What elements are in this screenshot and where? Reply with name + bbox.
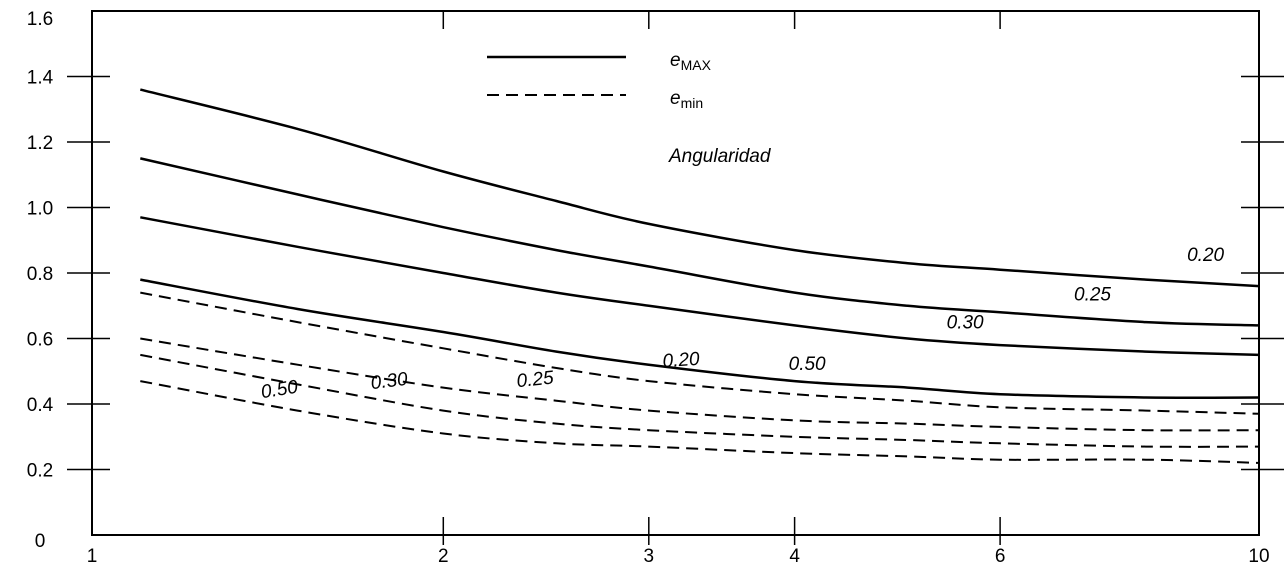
- y-tick-label: 0.6: [27, 330, 53, 351]
- emax-label-030: 0.30: [947, 313, 984, 334]
- y-tick-label: 0: [35, 531, 46, 552]
- emin-label-050: 0.50: [260, 377, 300, 404]
- emax-label-025: 0.25: [1074, 285, 1111, 306]
- x-tick-label: 1: [87, 546, 98, 567]
- legend-emin-label: emin: [670, 88, 703, 111]
- emax-curve-025: [140, 157, 1260, 327]
- emin-label-020: 0.20: [662, 349, 701, 373]
- y-tick-label: 1.0: [27, 199, 53, 220]
- y-tick-label: 0.4: [27, 395, 54, 416]
- emax-curve-030: [140, 216, 1260, 357]
- curve-labels: 0.20 0.25 0.30 0.50 0.20 0.25 0.30 0.50: [260, 245, 1225, 403]
- emin-curve-030: [140, 353, 1260, 448]
- x-tick-label: 10: [1248, 546, 1269, 567]
- y-tick-label: 0.2: [27, 461, 53, 482]
- emin-label-025: 0.25: [516, 367, 555, 392]
- y-tick-label: 1.6: [27, 9, 53, 30]
- x-tick-label: 6: [995, 546, 1006, 567]
- emax-label-050: 0.50: [789, 354, 826, 375]
- emin-curve-020: [140, 291, 1260, 415]
- y-tick-label: 0.8: [27, 264, 53, 285]
- emax-curve-050: [140, 278, 1260, 399]
- x-tick-label: 2: [438, 546, 449, 567]
- emax-label-020: 0.20: [1187, 245, 1224, 266]
- legend: eMAX emin: [487, 50, 712, 111]
- legend-emax-label: eMAX: [670, 50, 712, 73]
- emin-label-030: 0.30: [370, 369, 410, 394]
- angularidad-annotation: Angularidad: [668, 146, 772, 167]
- y-tick-label: 1.4: [27, 68, 54, 89]
- y-axis-ticks: 0 0.2 0.4 0.6 0.8 1.0 1.2 1.4 1.6: [27, 9, 1284, 552]
- x-tick-label: 3: [644, 546, 655, 567]
- y-tick-label: 1.2: [27, 133, 53, 154]
- emin-curve-050: [140, 380, 1260, 464]
- emax-curve-020: [139, 88, 1260, 288]
- emin-curve-025: [140, 337, 1260, 432]
- x-axis-ticks: 1 2 3 4 6 10: [87, 11, 1270, 567]
- x-tick-label: 4: [789, 546, 800, 567]
- curves: [139, 88, 1260, 464]
